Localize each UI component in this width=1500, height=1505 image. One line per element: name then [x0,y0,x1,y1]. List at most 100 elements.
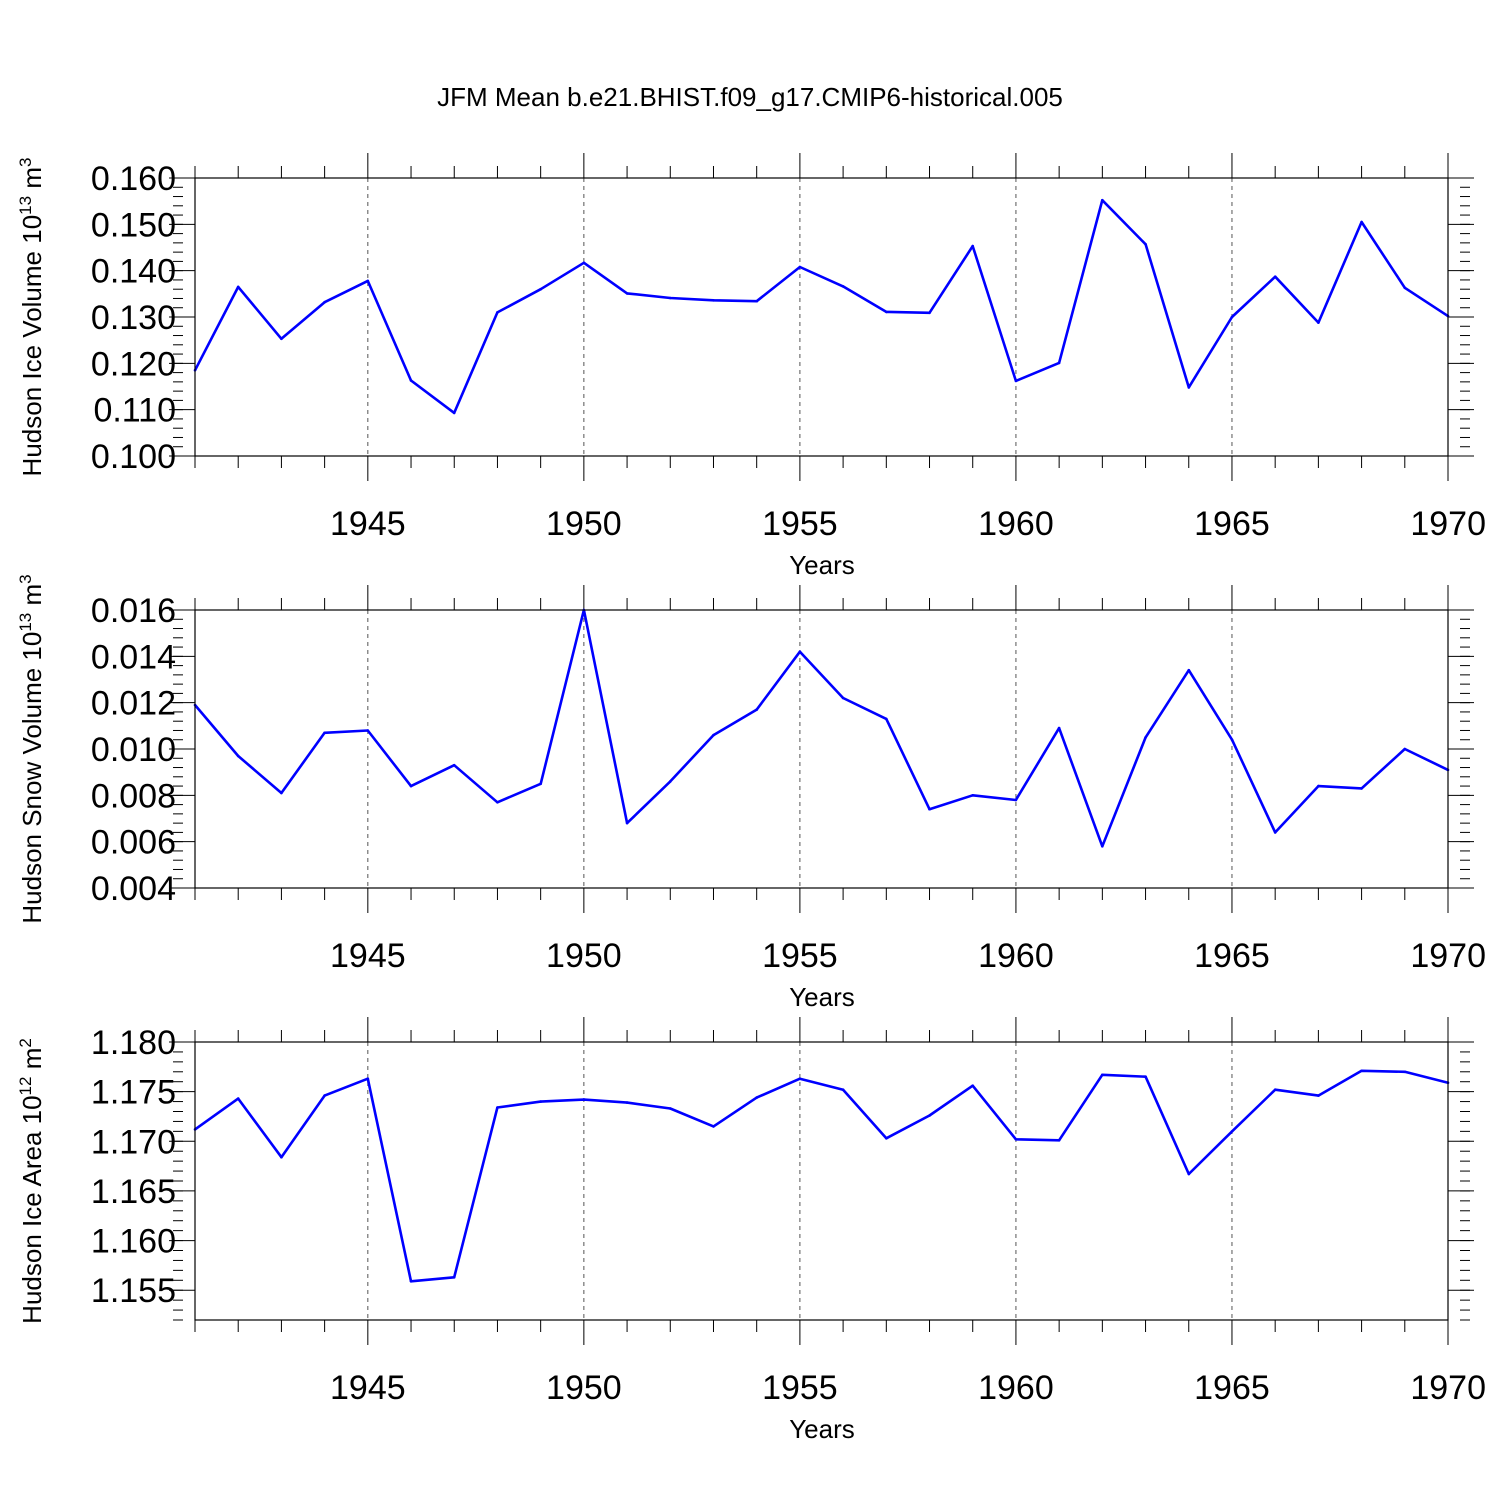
data-point [496,311,499,314]
x-tick-label: 1965 [1194,937,1270,975]
data-point [323,300,326,304]
x-tick-label: 1950 [546,505,622,543]
data-point [1101,198,1104,202]
x-tick-label: 1960 [978,505,1054,543]
data-point [841,1088,845,1091]
y-axis-title-ylabel-unit: m [17,167,47,196]
data-point [755,1096,758,1099]
x-tick-label: 1945 [330,1369,406,1407]
y-tick-label: 0.160 [91,160,176,198]
data-point [1014,379,1018,383]
y-tick-label: 1.170 [91,1123,176,1161]
y-axis-title-ylabel-main: Hudson Ice Area 10 [17,1095,47,1323]
y-tick-label: 1.160 [91,1223,176,1261]
y-axis-title-ylabel-main: Hudson Ice Volume 10 [17,215,47,477]
data-point [539,1100,542,1103]
data-point [323,731,326,735]
data-point [1101,845,1104,848]
data-point [409,784,413,788]
x-tick-label: 1960 [978,1369,1054,1407]
data-point [1187,386,1191,389]
chart-panel-2: 0.004 0.006 0.008 0.010 0.012 0.014 0.016 1945 1… [16,574,1486,1012]
data-point [366,279,370,283]
chart-panel-3: 1.155 1.160 1.165 1.170 1.175 1.180 1945 1950 19… [16,1017,1486,1444]
panels: 0.100 0.110 0.120 0.130 0.140 0.150 0.160 1945 1… [16,153,1486,1444]
y-axis-title: Hudson Ice Volume 1013 m3 [16,158,47,477]
data-point [885,717,888,721]
x-tick-label: 1970 [1410,1369,1486,1407]
data-point [496,801,499,804]
y-tick-label: 0.100 [91,438,176,476]
x-tick-label: 1950 [546,937,622,975]
data-point [885,1137,888,1140]
x-tick-label: 1965 [1194,1369,1270,1407]
data-point [798,650,802,653]
data-point [1403,747,1407,751]
data-point [1144,736,1147,739]
y-axis-title-ylabel-exp: 12 [16,1077,35,1096]
data-point [280,1155,283,1159]
y-axis-title-ylabel-exp: 13 [16,613,35,632]
y-axis-title-ylabel-unit: m [17,1048,47,1077]
data-point [1273,831,1277,834]
data-point [409,1280,413,1283]
data-point [1317,784,1320,788]
data-point [452,411,456,415]
data-point [280,791,283,795]
data-point [625,292,629,295]
y-tick-label: 0.008 [91,777,176,815]
data-point [798,1077,802,1080]
y-tick-label: 0.130 [91,299,176,337]
data-point [755,299,758,303]
data-point [755,708,758,711]
data-point [1273,1088,1277,1091]
x-tick-label: 1955 [762,937,838,975]
data-point [582,261,586,265]
y-axis-title: Hudson Ice Area 1012 m2 [16,1038,47,1324]
data-point [1014,1138,1018,1141]
data-point [971,1084,974,1087]
data-point [1057,726,1061,730]
data-point [1230,738,1234,741]
y-tick-label: 0.120 [91,345,176,383]
y-tick-label: 1.165 [91,1173,176,1211]
x-tick-label: 1970 [1410,937,1486,975]
data-point [496,1106,499,1109]
data-point [1187,668,1191,672]
data-line [194,1069,1449,1283]
data-point [669,780,672,783]
data-line [194,608,1449,848]
data-point [669,1107,672,1110]
data-point [1317,321,1320,324]
data-point [971,794,974,797]
data-point [539,782,542,786]
y-tick-label: 1.155 [91,1272,176,1310]
y-tick-label: 0.140 [91,253,176,291]
x-tick-label: 1970 [1410,505,1486,543]
y-tick-label: 0.150 [91,206,176,244]
y-tick-label: 0.110 [93,392,176,430]
y-tick-label: 0.004 [91,870,176,908]
data-point [1317,1094,1320,1097]
data-point [539,287,542,291]
data-point [1360,220,1363,224]
y-tick-label: 1.175 [91,1074,176,1112]
data-point [928,807,931,811]
data-point [236,754,240,758]
x-axis-title: Years [789,1414,855,1444]
chart-panel-1: 0.100 0.110 0.120 0.130 0.140 0.150 0.160 1945 1… [16,153,1486,580]
x-tick-label: 1950 [546,1369,622,1407]
data-point [712,299,715,302]
data-point [841,696,845,700]
y-axis-title-ylabel-unit-exp: 3 [16,574,35,583]
data-line [193,198,1449,415]
plot-frame [194,609,1449,889]
data-point [1014,798,1018,802]
data-point [928,311,931,315]
y-axis-title: Hudson Snow Volume 1013 m3 [16,574,47,923]
y-axis-title-ylabel-unit: m [17,584,47,613]
y-axis-title-ylabel-main: Hudson Snow Volume 10 [17,632,47,924]
data-point [798,265,802,269]
